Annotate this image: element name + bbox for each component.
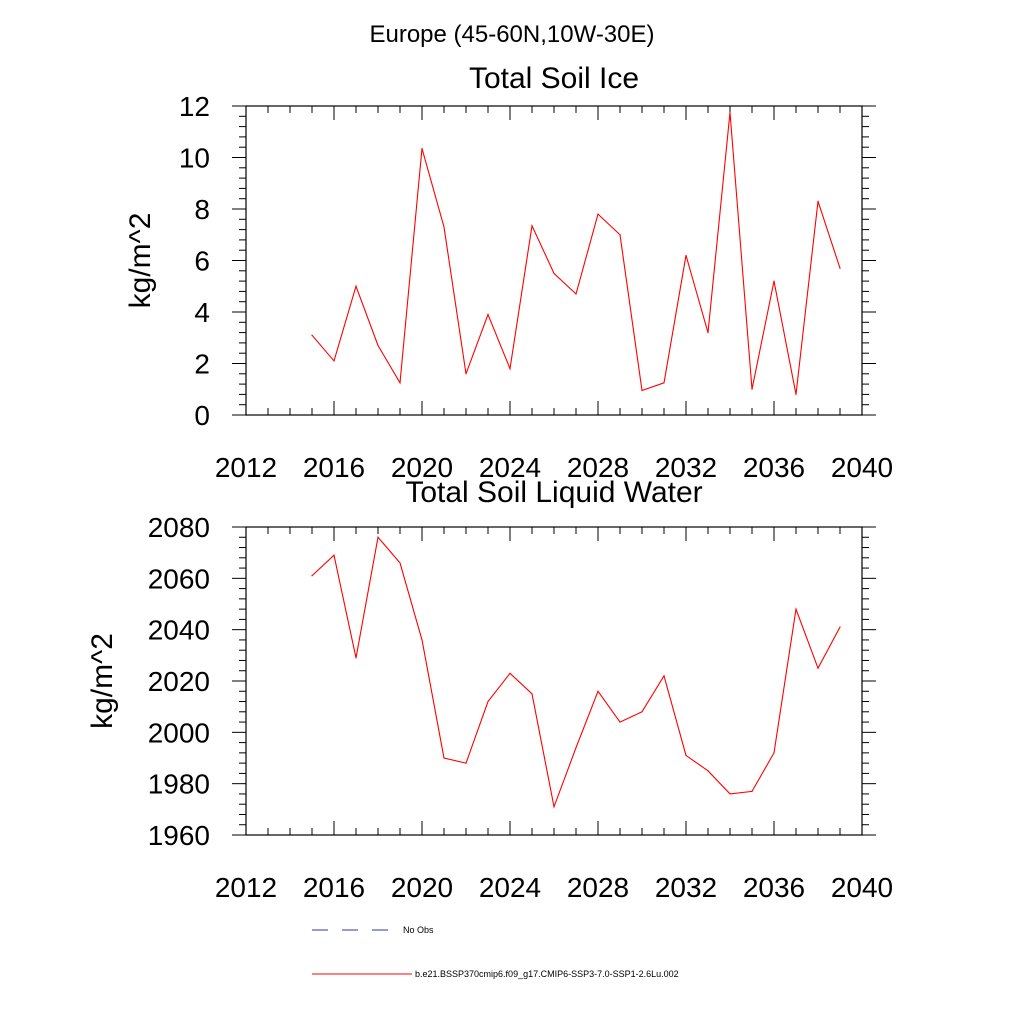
data-point [641, 711, 643, 713]
plot-frame [245, 105, 863, 416]
data-point [553, 272, 555, 274]
legend-label-model-run: b.e21.BSSP370cmip6.f09_g17.CMIP6-SSP3-7.… [415, 969, 679, 979]
data-point [773, 280, 775, 282]
y-tick-label: 12 [179, 91, 210, 122]
y-tick-label: 2 [194, 349, 210, 380]
data-point [531, 225, 533, 227]
data-point [729, 793, 731, 795]
data-point [663, 675, 665, 677]
x-tick-label: 2024 [479, 452, 541, 483]
data-point [597, 690, 599, 692]
x-tick-label: 2012 [215, 872, 277, 903]
data-point [487, 700, 489, 703]
chart-title: Total Soil Liquid Water [405, 476, 702, 509]
y-tick-label: 8 [194, 194, 210, 225]
x-tick-label: 2028 [567, 452, 629, 483]
data-point [355, 285, 357, 287]
y-tick-label: 2060 [148, 563, 210, 594]
data-point [333, 554, 335, 556]
data-point [707, 332, 709, 334]
x-tick-label: 2032 [655, 872, 717, 903]
series-line [311, 112, 841, 395]
data-point [597, 213, 599, 215]
data-point [443, 226, 445, 228]
data-point [333, 360, 335, 362]
data-point [839, 267, 841, 269]
data-point [377, 536, 379, 538]
data-point [465, 762, 467, 764]
data-point [839, 626, 841, 628]
data-point [619, 234, 621, 236]
data-point [421, 147, 423, 150]
data-point [707, 770, 709, 772]
data-point [377, 344, 379, 347]
data-point [311, 575, 313, 577]
series-line [311, 536, 841, 809]
x-tick-label: 2036 [743, 872, 805, 903]
y-tick-label: 10 [179, 143, 210, 174]
data-point [421, 639, 423, 641]
data-point [619, 721, 621, 723]
x-tick-label: 2012 [215, 452, 277, 483]
legend: No Obs b.e21.BSSP370cmip6.f09_g17.CMIP6-… [312, 925, 679, 979]
y-tick-label: 1980 [148, 769, 210, 800]
data-point [509, 672, 511, 674]
data-point [773, 752, 775, 754]
data-point [685, 254, 687, 256]
data-point [509, 368, 511, 370]
data-point [795, 393, 797, 395]
data-point [399, 382, 401, 384]
data-point [817, 667, 819, 669]
data-point [487, 313, 489, 316]
data-point [795, 608, 797, 610]
data-point [817, 200, 819, 202]
x-tick-label: 2032 [655, 452, 717, 483]
data-point [575, 293, 577, 295]
figure-suptitle: Europe (45-60N,10W-30E) [369, 21, 654, 48]
x-tick-label: 2020 [391, 452, 453, 483]
legend-label-no-obs: No Obs [403, 925, 434, 935]
x-tick-label: 2028 [567, 872, 629, 903]
y-axis-label: kg/m^2 [124, 213, 157, 309]
y-tick-label: 1960 [148, 820, 210, 851]
y-tick-label: 6 [194, 246, 210, 277]
data-point [553, 806, 555, 808]
data-point [575, 747, 577, 749]
y-axis-label: kg/m^2 [86, 633, 119, 729]
y-tick-label: 2080 [148, 512, 210, 543]
data-point [355, 657, 357, 659]
data-point [641, 389, 643, 392]
y-tick-label: 2040 [148, 615, 210, 646]
chart-title: Total Soil Ice [469, 62, 639, 95]
y-tick-label: 2020 [148, 666, 210, 697]
data-point [685, 754, 687, 757]
x-tick-label: 2036 [743, 452, 805, 483]
x-tick-label: 2024 [479, 872, 541, 903]
data-point [443, 757, 445, 759]
data-point [663, 382, 665, 384]
data-point [399, 562, 401, 564]
data-point [311, 334, 313, 336]
y-tick-label: 0 [194, 400, 210, 431]
data-point [465, 373, 467, 375]
data-point [751, 790, 753, 792]
x-tick-label: 2040 [831, 452, 893, 483]
y-tick-label: 4 [194, 297, 210, 328]
x-tick-label: 2016 [303, 872, 365, 903]
y-tick-label: 2000 [148, 717, 210, 748]
panel-total-soil-liquid-water: Total Soil Liquid Water kg/m^2 2012 2016 202… [86, 476, 893, 903]
x-tick-label: 2020 [391, 872, 453, 903]
x-tick-label: 2016 [303, 452, 365, 483]
data-point [729, 111, 731, 114]
data-point [751, 388, 753, 390]
x-tick-label: 2040 [831, 872, 893, 903]
data-point [531, 693, 533, 695]
